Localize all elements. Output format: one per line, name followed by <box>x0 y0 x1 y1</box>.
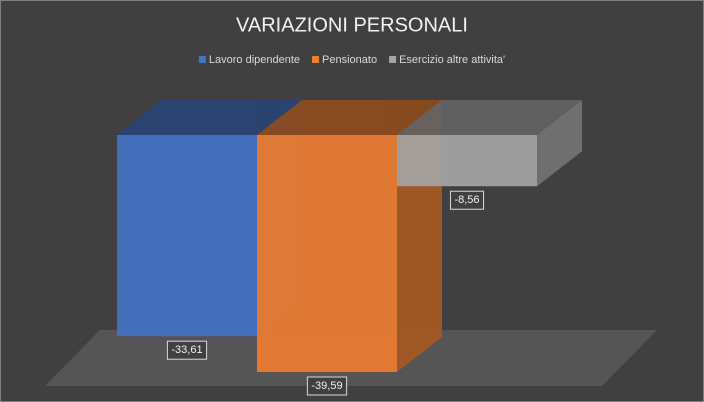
bar <box>397 100 582 187</box>
value-label: -8,56 <box>454 194 479 206</box>
bar-top <box>257 100 442 135</box>
legend: Lavoro dipendente Pensionato Esercizio alt… <box>198 54 505 66</box>
value-label: -33,61 <box>171 344 202 356</box>
chart-title: VARIAZIONI PERSONALI <box>236 14 468 36</box>
value-label: -39,59 <box>311 380 342 392</box>
bar-front <box>257 135 397 372</box>
bar-top <box>397 100 582 135</box>
legend-text: Esercizio altre attivita' <box>399 54 505 66</box>
legend-swatch <box>198 56 206 63</box>
bar-top <box>117 100 302 135</box>
legend-text: Pensionato <box>322 54 377 66</box>
value-label-box <box>449 190 485 210</box>
value-label-box <box>166 340 208 360</box>
value-label-box <box>306 376 348 396</box>
bar-side <box>537 100 582 187</box>
bar-front <box>397 135 537 187</box>
bar-front <box>117 135 257 337</box>
legend-text: Lavoro dipendente <box>209 54 300 66</box>
legend-swatch <box>312 56 320 63</box>
legend-swatch <box>389 56 397 63</box>
